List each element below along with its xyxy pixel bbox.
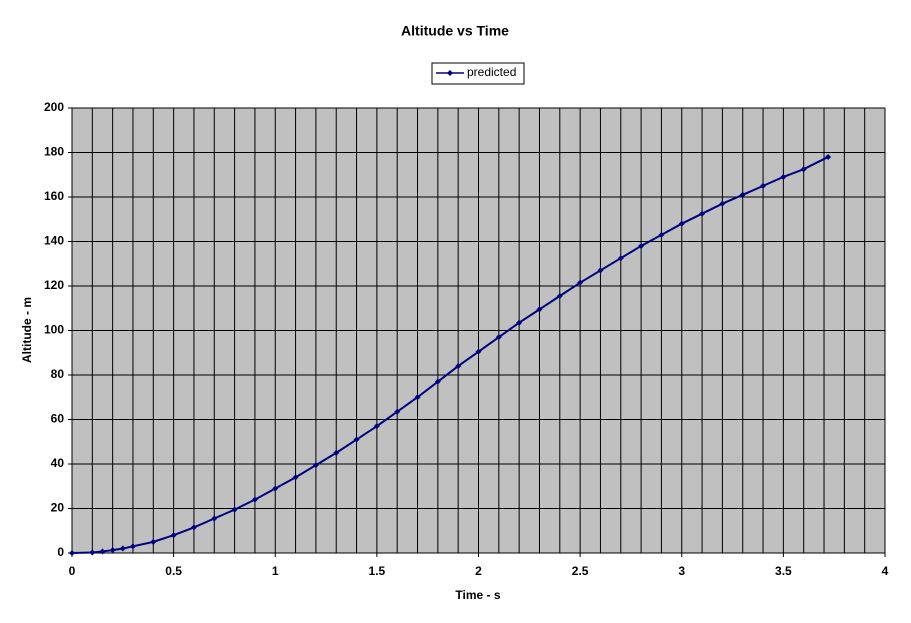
y-tick-label: 200 xyxy=(44,100,64,114)
x-tick-label: 1.5 xyxy=(369,564,386,578)
marker xyxy=(119,545,126,552)
x-axis-label: Time - s xyxy=(455,588,500,602)
marker xyxy=(353,436,360,443)
marker xyxy=(658,231,665,238)
marker xyxy=(577,279,584,286)
marker xyxy=(129,543,136,550)
marker xyxy=(825,153,832,160)
marker xyxy=(150,538,157,545)
y-tick-label: 60 xyxy=(51,412,65,426)
x-tick-label: 0 xyxy=(69,564,76,578)
marker xyxy=(719,200,726,207)
marker xyxy=(292,474,299,481)
marker xyxy=(414,394,421,401)
x-tick-label: 2 xyxy=(475,564,482,578)
legend-marker xyxy=(447,70,453,76)
y-tick-label: 80 xyxy=(51,367,65,381)
marker xyxy=(251,496,258,503)
marker xyxy=(99,548,106,555)
marker xyxy=(678,220,685,227)
marker xyxy=(211,515,218,522)
y-tick-label: 0 xyxy=(57,545,64,559)
marker xyxy=(231,506,238,513)
series-line xyxy=(71,156,829,554)
y-tick-label: 20 xyxy=(51,501,65,515)
marker xyxy=(617,255,624,262)
y-axis-label: Altitude - m xyxy=(20,297,34,363)
marker xyxy=(699,210,706,217)
legend-label: predicted xyxy=(467,65,516,79)
marker xyxy=(434,378,441,385)
x-tick-label: 3.5 xyxy=(775,564,792,578)
marker xyxy=(780,173,787,180)
x-tick-label: 1 xyxy=(272,564,279,578)
x-tick-label: 4 xyxy=(882,564,889,578)
marker xyxy=(638,242,645,249)
marker xyxy=(190,524,197,531)
marker xyxy=(272,485,279,492)
y-tick-label: 40 xyxy=(51,456,65,470)
marker xyxy=(516,319,523,326)
marker xyxy=(536,306,543,313)
marker xyxy=(556,293,563,300)
marker xyxy=(475,348,482,355)
marker xyxy=(333,449,340,456)
legend xyxy=(431,62,525,85)
marker xyxy=(89,549,96,556)
marker xyxy=(170,532,177,539)
marker xyxy=(394,408,401,415)
marker xyxy=(69,550,75,556)
y-tick-label: 140 xyxy=(44,234,64,248)
marker xyxy=(495,334,502,341)
marker xyxy=(760,182,767,189)
marker xyxy=(739,191,746,198)
marker xyxy=(373,423,380,430)
y-tick-label: 120 xyxy=(44,278,64,292)
y-tick-label: 100 xyxy=(44,323,64,337)
marker xyxy=(455,363,462,370)
marker xyxy=(800,166,807,173)
y-tick-label: 180 xyxy=(44,145,64,159)
chart-title: Altitude vs Time xyxy=(401,23,509,39)
y-tick-label: 160 xyxy=(44,189,64,203)
marker xyxy=(312,462,319,469)
x-tick-label: 3 xyxy=(678,564,685,578)
x-tick-label: 2.5 xyxy=(572,564,589,578)
marker xyxy=(597,267,604,274)
marker xyxy=(109,547,116,554)
x-tick-label: 0.5 xyxy=(165,564,182,578)
